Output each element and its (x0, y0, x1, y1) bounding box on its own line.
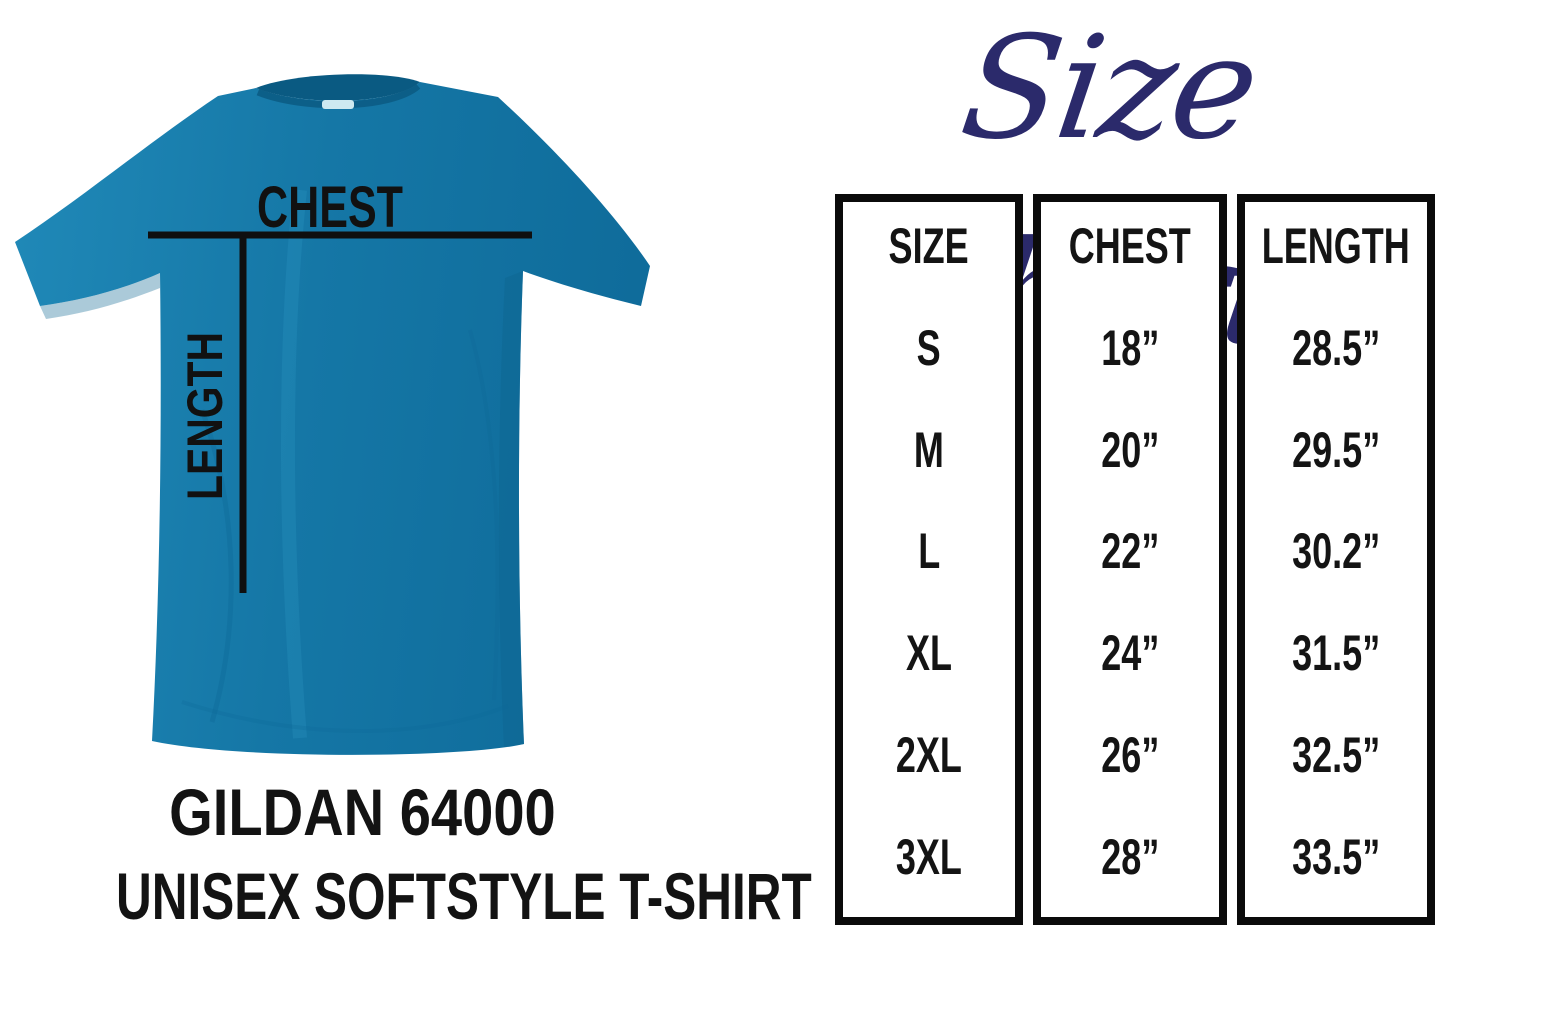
chest-cell-text: 28” (1100, 828, 1160, 885)
length-cell-text: 30.2” (1291, 523, 1381, 580)
chest-cell: 24” (1090, 627, 1171, 680)
size-cell-text: 2XL (895, 726, 963, 783)
chest-measure-label: CHEST (257, 175, 403, 240)
chest-column: CHEST 18” 20” 22” 24” 26” 28” (1033, 194, 1227, 925)
size-cell-text: XL (905, 625, 953, 681)
size-cell: 2XL (883, 729, 975, 782)
column-header-size-text: SIZE (888, 218, 970, 274)
length-cell-text: 33.5” (1291, 828, 1381, 885)
length-cell: 28.5” (1275, 322, 1397, 375)
length-cell: 31.5” (1275, 627, 1397, 680)
length-cell: 29.5” (1275, 421, 1397, 478)
length-column: LENGTH 28.5” 29.5” 30.2” 31.5” 32.5” 33.… (1237, 194, 1435, 925)
fold-line-right (468, 329, 500, 701)
column-header-length: LENGTH (1233, 220, 1439, 273)
length-cell-text: 28.5” (1291, 319, 1381, 376)
product-model-text: GILDAN 64000 (169, 775, 556, 849)
column-header-length-text: LENGTH (1262, 218, 1411, 274)
length-cell: 30.2” (1275, 525, 1397, 578)
size-cell: 3XL (883, 828, 975, 885)
collar (256, 74, 420, 101)
chest-cell: 18” (1090, 322, 1171, 375)
length-cell-text: 32.5” (1291, 726, 1381, 783)
chest-cell-text: 20” (1100, 421, 1160, 478)
chest-cell: 20” (1090, 421, 1171, 478)
length-cell: 32.5” (1275, 729, 1397, 782)
length-measure-label: LENGTH (177, 332, 233, 500)
hem-wrinkle (181, 700, 509, 734)
chest-cell-text: 18” (1100, 319, 1160, 376)
size-cell: L (914, 525, 945, 578)
highlight-streak (280, 189, 307, 739)
size-cell: M (908, 421, 950, 478)
size-chart-title: Size Chart (871, 6, 1289, 376)
size-cell-text: 3XL (895, 828, 963, 885)
column-header-size: SIZE (873, 220, 984, 273)
fold-line-left (199, 409, 234, 723)
tshirt-body (15, 82, 650, 755)
chest-cell-text: 22” (1100, 523, 1160, 580)
size-cell-text: S (916, 319, 942, 376)
size-column: SIZE S M L XL 2XL 3XL (835, 194, 1023, 925)
chest-cell: 28” (1090, 828, 1171, 885)
sleeve-shadow (40, 273, 160, 319)
size-table: SIZE S M L XL 2XL 3XL CHEST (835, 194, 1435, 925)
product-style-text: UNISEX SOFTSTYLE T-SHIRT (115, 859, 812, 933)
chest-cell-text: 24” (1100, 625, 1160, 681)
chest-cell-text: 26” (1100, 726, 1160, 783)
chest-cell: 26” (1090, 729, 1171, 782)
column-header-chest-text: CHEST (1068, 218, 1192, 274)
length-cell-text: 29.5” (1291, 421, 1381, 478)
chest-cell: 22” (1090, 525, 1171, 578)
side-shadow (498, 271, 524, 747)
product-name: GILDAN 64000 UNISEX SOFTSTYLE T-SHIRT (0, 770, 812, 938)
length-cell: 33.5” (1275, 828, 1397, 885)
product-model-line: GILDAN 64000 (0, 770, 725, 854)
product-style-line: UNISEX SOFTSTYLE T-SHIRT (0, 854, 812, 938)
size-cell: S (912, 322, 945, 375)
tshirt-photo: CHEST LENGTH (15, 74, 650, 755)
size-cell-text: L (917, 523, 940, 580)
length-cell-text: 31.5” (1291, 625, 1381, 681)
size-cell: XL (897, 627, 961, 680)
collar-notch (322, 100, 354, 109)
column-header-chest: CHEST (1045, 220, 1214, 273)
size-cell-text: M (914, 421, 944, 478)
